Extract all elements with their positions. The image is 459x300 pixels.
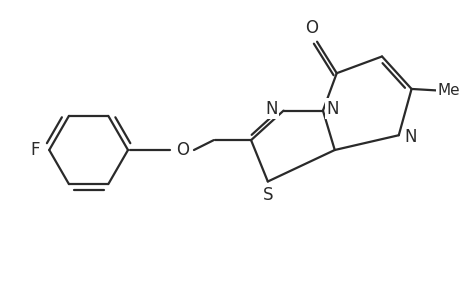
Text: O: O [175, 141, 188, 159]
Text: S: S [262, 186, 273, 204]
Text: F: F [30, 141, 39, 159]
Text: O: O [305, 19, 318, 37]
Text: N: N [265, 100, 277, 118]
Text: F: F [30, 141, 39, 159]
Text: O: O [175, 141, 188, 159]
Text: Me: Me [437, 83, 459, 98]
Text: N: N [403, 128, 416, 146]
Text: N: N [326, 100, 338, 118]
